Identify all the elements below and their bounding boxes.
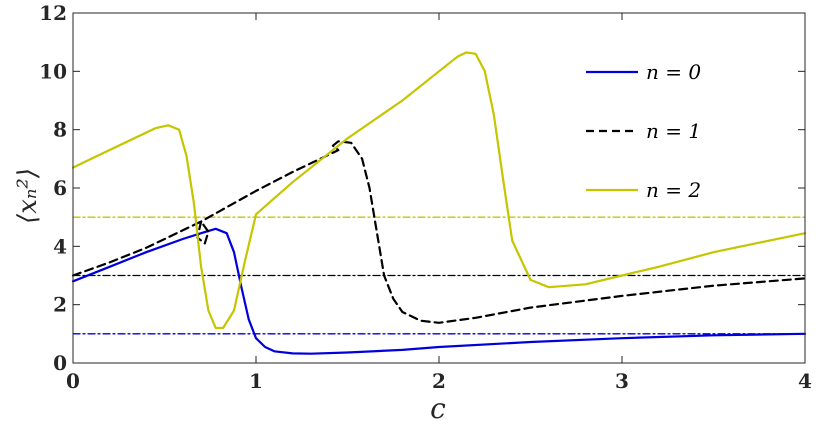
y-tick-label: 6 (53, 176, 67, 200)
x-tick-label: 4 (798, 369, 812, 393)
y-tick-label: 12 (39, 1, 67, 25)
y-axis-label-group: ⟨xₙ²⟩ (13, 168, 43, 224)
x-tick-label: 2 (432, 369, 446, 393)
y-tick-label: 10 (39, 59, 67, 83)
series-line-0 (71, 227, 807, 355)
legend: n = 0 n = 1 n = 2 (586, 60, 701, 202)
legend-label-2: n = 2 (646, 178, 701, 202)
y-tick-label: 0 (53, 351, 67, 375)
x-tick-label: 1 (249, 369, 263, 393)
y-tick-label: 2 (53, 293, 67, 317)
x-axis-label: c (430, 392, 446, 425)
y-tick-label: 4 (53, 234, 67, 258)
series-layer (71, 51, 807, 355)
x-tick-label: 0 (66, 369, 80, 393)
x-tick-label: 3 (615, 369, 629, 393)
y-axis-label: ⟨xₙ²⟩ (13, 168, 43, 224)
series-line-2 (71, 51, 807, 330)
series-line-1 (71, 140, 807, 324)
legend-label-1: n = 1 (646, 119, 701, 143)
legend-label-0: n = 0 (646, 60, 701, 84)
y-tick-label: 8 (53, 118, 67, 142)
